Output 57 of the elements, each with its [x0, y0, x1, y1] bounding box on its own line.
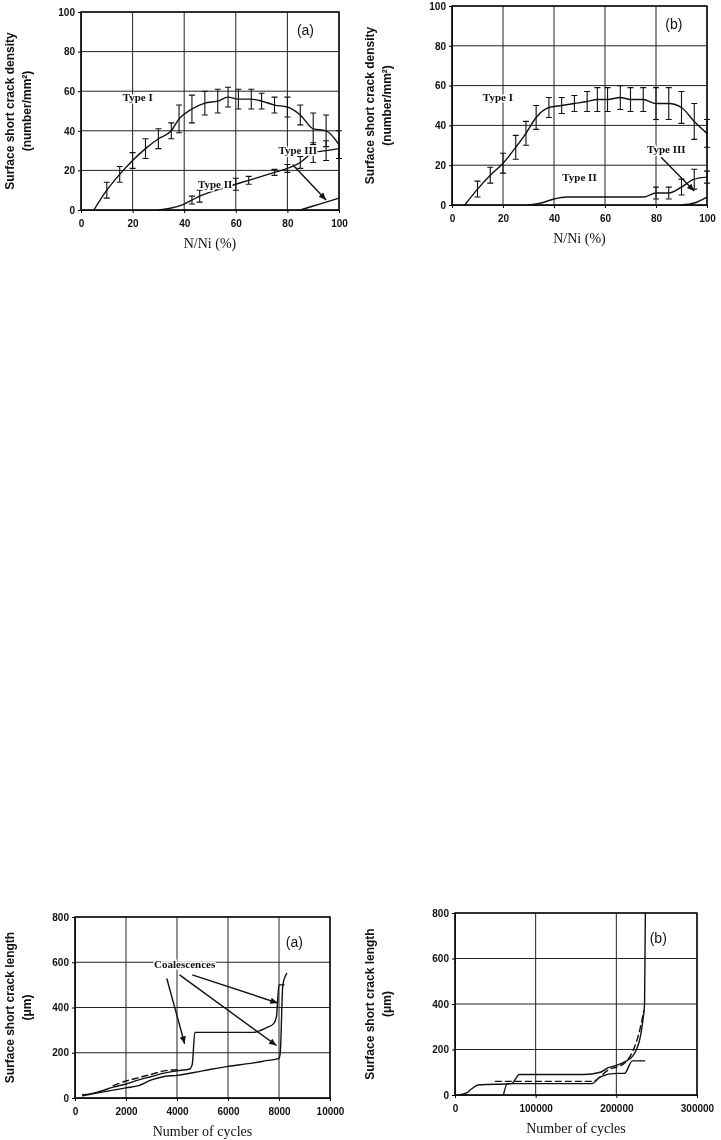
- x-tick-label: 20: [127, 218, 140, 229]
- y-tick-label: 0: [443, 1089, 450, 1101]
- x-tick-label: 10000: [316, 1106, 345, 1117]
- x-tick-label: 40: [179, 218, 191, 229]
- y-tick-label: 100: [429, 0, 447, 12]
- x-tick-label: 100: [331, 218, 349, 229]
- x-tick-label: 200000: [600, 1103, 634, 1114]
- annotation: Type III: [646, 143, 686, 156]
- x-tick-label: 40: [548, 213, 561, 224]
- x-tick-label: 60: [599, 213, 612, 224]
- y-tick-label: 600: [52, 956, 70, 968]
- annotation: (a): [285, 934, 303, 951]
- x-tick-label: 300000: [680, 1103, 715, 1114]
- y-tick-label: 0: [69, 204, 76, 216]
- y-tick-label: 800: [432, 907, 450, 919]
- y-tick-label: 400: [432, 998, 450, 1010]
- x-tick-label: 80: [650, 213, 663, 224]
- y-axis-title: Surface short crack length (μm): [3, 931, 35, 1084]
- y-tick-label: 80: [63, 46, 76, 58]
- x-tick-label: 0: [452, 1103, 459, 1114]
- x-axis-title: N/Ni (%): [183, 236, 237, 252]
- y-axis-title: Surface short crack density (number/mm²): [363, 26, 395, 185]
- y-tick-label: 200: [52, 1047, 70, 1059]
- y-tick-label: 40: [63, 125, 76, 137]
- x-tick-label: 0: [78, 218, 85, 229]
- x-tick-label: 80: [282, 218, 294, 229]
- x-tick-label: 2000: [115, 1106, 139, 1117]
- y-tick-label: 0: [63, 1092, 70, 1104]
- y-tick-label: 40: [434, 120, 447, 132]
- x-axis-title: N/Ni (%): [553, 231, 607, 247]
- y-tick-label: 60: [63, 85, 76, 97]
- annotation: Type I: [482, 91, 513, 104]
- y-tick-label: 20: [434, 159, 447, 171]
- annotation: Type II: [562, 170, 597, 183]
- y-axis-title: Surface short crack length (μm): [363, 928, 395, 1080]
- y-axis-title: Surface short crack density (number/mm²): [3, 31, 35, 190]
- y-tick-label: 20: [63, 165, 76, 177]
- x-tick-label: 100: [699, 213, 717, 224]
- y-tick-label: 100: [58, 6, 76, 18]
- annotation: (b): [649, 930, 667, 947]
- x-tick-label: 100000: [519, 1103, 554, 1114]
- x-tick-label: 6000: [217, 1106, 241, 1117]
- x-tick-label: 8000: [268, 1106, 292, 1117]
- y-tick-label: 200: [432, 1044, 450, 1056]
- y-tick-label: 60: [434, 80, 447, 92]
- x-tick-label: 4000: [166, 1106, 190, 1117]
- x-axis-title: Number of cycles: [152, 1124, 253, 1139]
- annotation: (a): [296, 21, 315, 38]
- x-tick-label: 20: [497, 213, 510, 224]
- x-tick-label: 60: [230, 218, 243, 229]
- x-axis-title: Number of cycles: [526, 1121, 626, 1136]
- y-tick-label: 0: [440, 199, 447, 211]
- y-tick-label: 800: [52, 911, 70, 923]
- y-tick-label: 600: [432, 953, 450, 965]
- y-tick-label: 400: [52, 1002, 70, 1014]
- annotation: (b): [665, 15, 683, 32]
- y-tick-label: 80: [434, 40, 447, 52]
